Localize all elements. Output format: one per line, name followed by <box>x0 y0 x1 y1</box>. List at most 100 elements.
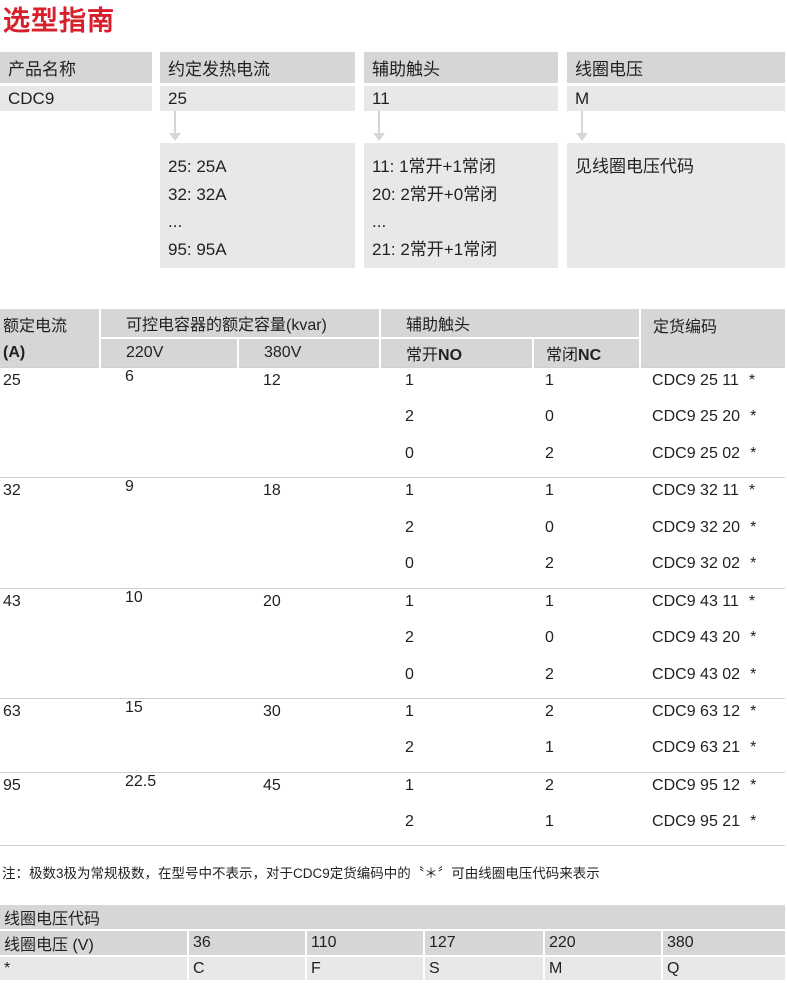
selector-header: 产品名称 <box>0 52 152 83</box>
coil-table-title: 线圈电压代码 <box>0 905 786 930</box>
star-marker: * <box>748 592 756 610</box>
selection-table: 额定电流 可控电容器的额定容量(kvar) 辅助触头 定货编码 (A) 220V… <box>0 309 786 848</box>
star-marker: * <box>750 813 757 831</box>
cell-code: CDC9 43 20 * <box>640 625 785 662</box>
coil-code: Q <box>660 955 786 980</box>
header-aux: 辅助触头 <box>379 309 641 338</box>
cell-nc: 2 <box>533 771 641 810</box>
cell-empty <box>0 662 100 699</box>
selector-details: 11: 1常开+1常闭 20: 2常开+0常闭... 21: 2常开+1常闭 <box>364 143 558 268</box>
star-marker: * <box>750 739 757 757</box>
arrow-down-icon <box>373 111 385 141</box>
cell-code: CDC9 25 02 * <box>640 441 785 478</box>
order-code: CDC9 32 11 <box>652 482 739 500</box>
detail-line: ... <box>168 212 183 231</box>
detail-line: 11: 1常开+1常闭 <box>372 157 496 176</box>
cell-nc: 2 <box>533 698 641 736</box>
cell-code: CDC9 25 11 * <box>640 367 786 405</box>
cell-no: 2 <box>405 518 414 536</box>
cell-nc: 0 <box>545 629 554 647</box>
cell-380v: 12 <box>238 367 381 405</box>
arrow-down-icon <box>169 111 181 141</box>
header-220v: 220V <box>99 337 238 368</box>
cell-empty <box>0 735 100 772</box>
cell-220v: 15 <box>100 698 238 736</box>
cell-380v: 45 <box>238 771 381 810</box>
cell-empty <box>100 735 238 772</box>
cell-current: 32 <box>0 477 100 515</box>
cell-nc: 1 <box>533 587 641 626</box>
coil-voltage: 110 <box>305 929 424 956</box>
order-code: CDC9 43 11 <box>652 592 739 610</box>
cell-empty <box>100 515 238 552</box>
detail-line: 25: 25A <box>168 157 227 176</box>
cell-code: CDC9 32 20 * <box>640 515 785 552</box>
cell-code: CDC9 43 02 * <box>640 662 785 699</box>
cell-empty <box>238 551 380 588</box>
order-code: CDC9 32 20 <box>652 518 741 536</box>
cell-nc: 1 <box>545 813 554 831</box>
cell-empty <box>0 404 100 441</box>
header-code: 定货编码 <box>639 309 786 368</box>
coil-code: M <box>543 955 662 980</box>
table-row: 2 1 CDC9 95 21 * <box>0 809 785 846</box>
star-marker: * <box>750 776 757 794</box>
coil-code: S <box>423 955 544 980</box>
cell-code: CDC9 63 12 * <box>640 698 786 736</box>
star-marker: * <box>748 372 756 389</box>
arrow-down-icon <box>576 111 588 141</box>
cell-no: 2 <box>405 739 414 757</box>
selector-header: 约定发热电流 <box>160 52 355 83</box>
coil-voltage: 127 <box>423 929 544 956</box>
star-marker: * <box>750 408 757 426</box>
coil-voltage-table: 线圈电压代码 线圈电压 (V) 36 110 127 220 380 * C F S M Q <box>0 905 786 980</box>
cell-empty <box>238 404 380 441</box>
order-code: CDC9 95 21 <box>652 813 741 831</box>
star-marker: * <box>750 518 757 536</box>
order-code: CDC9 25 20 <box>652 408 741 426</box>
cell-nc: 0 <box>545 408 554 426</box>
coil-voltage: 380 <box>660 929 786 956</box>
table-row: 2 0 CDC9 25 20 * <box>0 404 785 441</box>
cell-220v: 9 <box>100 477 238 515</box>
cell-empty <box>100 662 238 699</box>
cell-current: 95 <box>0 771 100 810</box>
coil-voltage: 36 <box>187 929 306 956</box>
cell-380v: 30 <box>238 698 381 736</box>
coil-voltage: 220 <box>543 929 662 956</box>
order-code: CDC9 43 02 <box>652 665 741 683</box>
selector-value: M <box>567 86 785 111</box>
header-no-cn: 常开 <box>406 347 439 364</box>
cell-empty <box>100 404 238 441</box>
cell-220v: 10 <box>100 587 238 626</box>
cell-empty <box>0 441 100 478</box>
cell-nc: 1 <box>545 739 554 757</box>
header-nc-cn: 常闭 <box>546 347 579 364</box>
cell-no: 2 <box>405 408 414 426</box>
footnote: 注：极数3极为常规极数，在型号中不表示，对于CDC9定货编码中的〝＊〞可由线圈电… <box>2 866 600 881</box>
cell-code: CDC9 95 12 * <box>640 771 786 810</box>
table-row: 25 6 12 1 1 CDC9 25 11 * <box>0 367 786 405</box>
selector-value: 11 <box>364 86 558 111</box>
star-marker: * <box>750 629 757 647</box>
cell-no: 1 <box>380 367 534 405</box>
cell-380v: 20 <box>238 587 381 626</box>
cell-no: 1 <box>380 587 534 626</box>
cell-no: 2 <box>405 629 414 647</box>
detail-line: 20: 2常开+0常闭 <box>372 184 498 204</box>
coil-voltage-label: 线圈电压 (V) <box>0 929 188 956</box>
cell-no: 0 <box>405 445 414 463</box>
detail-line: 21: 2常开+1常闭 <box>372 239 498 259</box>
order-code: CDC9 63 12 <box>652 703 741 721</box>
cell-empty <box>238 441 380 478</box>
cell-empty <box>100 441 238 478</box>
table-row: 95 22.5 45 1 2 CDC9 95 12 * <box>0 771 786 810</box>
detail-line: ... <box>372 212 387 231</box>
cell-empty <box>238 809 380 846</box>
header-nc-en: NC <box>578 347 602 364</box>
cell-empty <box>238 625 380 662</box>
cell-no: 0 <box>405 555 414 573</box>
table-row: 0 2 CDC9 32 02 * <box>0 551 785 588</box>
cell-380v: 18 <box>238 477 381 515</box>
cell-empty <box>100 551 238 588</box>
